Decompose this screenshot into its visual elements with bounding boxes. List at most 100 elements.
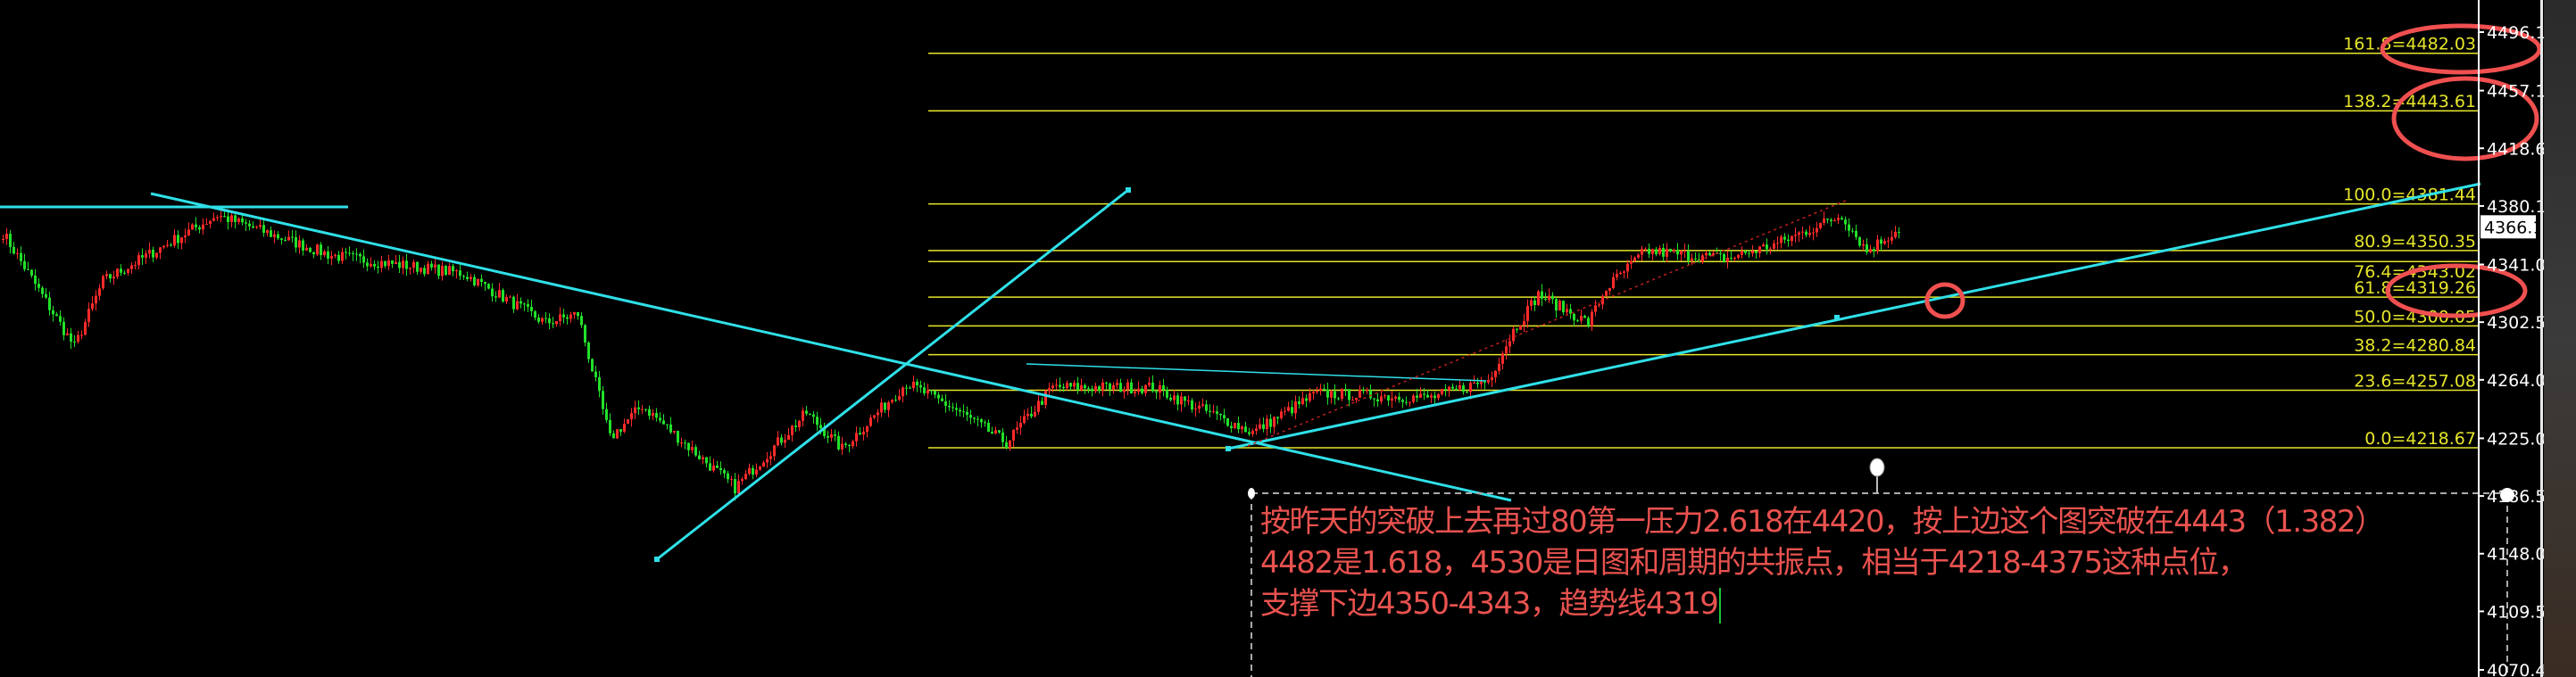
candle — [1587, 316, 1590, 328]
candle — [12, 242, 15, 255]
downtrend-line[interactable] — [150, 192, 1512, 502]
line-handle[interactable] — [654, 557, 660, 562]
line-handle[interactable] — [1226, 446, 1231, 451]
candle — [1366, 387, 1368, 394]
candle — [1626, 260, 1629, 279]
axis-tick-label: 4457.10 — [2487, 82, 2557, 102]
candle — [30, 268, 33, 278]
candle — [759, 466, 761, 471]
highlight-circles — [1924, 23, 2542, 319]
candle — [648, 405, 651, 420]
candle — [944, 393, 947, 413]
candle — [1101, 378, 1104, 397]
uptrend-support-line[interactable] — [1227, 182, 2481, 450]
candle — [1687, 244, 1690, 266]
candle — [727, 470, 729, 483]
candle — [1776, 235, 1779, 250]
candle — [827, 431, 829, 443]
candle — [959, 407, 961, 417]
candle — [591, 358, 594, 372]
candle — [1151, 375, 1154, 393]
trendlines[interactable] — [0, 182, 2481, 562]
candle — [405, 253, 408, 277]
annotation-text[interactable]: 按昨天的突破上去再过80第一压力2.618在4420，按上边这个图突破在4443… — [1260, 501, 2470, 624]
candle — [1708, 251, 1711, 257]
candle — [798, 419, 801, 432]
candle — [84, 318, 87, 335]
candle — [1869, 244, 1872, 254]
fib-level-label: 38.2=4280.84 — [2354, 336, 2476, 356]
candle — [480, 274, 483, 287]
line-handle[interactable] — [1834, 315, 1840, 320]
candle — [1266, 415, 1268, 436]
candle — [919, 380, 922, 393]
candle — [1398, 392, 1400, 403]
rising-line[interactable] — [656, 188, 1129, 561]
candle — [934, 390, 936, 399]
consolidation-top-line[interactable] — [1026, 363, 1487, 382]
candle — [1601, 293, 1604, 310]
candle — [384, 260, 386, 268]
candle — [162, 244, 165, 250]
candle — [1387, 394, 1390, 407]
candle — [730, 475, 733, 487]
candle — [1833, 218, 1836, 222]
candle — [466, 271, 469, 282]
candle — [1337, 396, 1340, 400]
candle — [887, 400, 890, 417]
candle — [1155, 389, 1158, 400]
candle — [1166, 386, 1168, 400]
candle — [1391, 391, 1393, 409]
candle — [259, 219, 262, 230]
candle — [1055, 378, 1058, 390]
candle — [1305, 394, 1308, 408]
channel-dotted-line[interactable] — [1247, 199, 1849, 447]
price-axis[interactable]: 4496.15 4457.10 4418.60 4380.10 4341.05 4302.… — [2479, 23, 2557, 677]
candle — [34, 268, 37, 291]
candle — [1694, 252, 1697, 263]
candle — [487, 283, 490, 290]
candle — [1487, 374, 1490, 385]
line-handle[interactable] — [1126, 187, 1131, 193]
candle — [780, 433, 783, 446]
candle — [234, 214, 237, 229]
candle — [437, 264, 440, 280]
candle — [5, 227, 8, 245]
candle — [1873, 246, 1875, 258]
candle — [1412, 393, 1415, 404]
candle — [23, 253, 26, 272]
candle — [1558, 299, 1561, 311]
candle — [1791, 235, 1793, 247]
candle — [994, 426, 997, 434]
candle — [1498, 357, 1500, 375]
candle — [1059, 377, 1061, 392]
candle — [852, 439, 854, 450]
fib-level-label: 23.6=4257.08 — [2354, 372, 2476, 392]
candle — [1251, 428, 1254, 437]
candle — [1616, 268, 1618, 281]
axis-tick-label: 4148.00 — [2487, 545, 2557, 565]
candle — [148, 242, 151, 259]
candle — [1619, 271, 1622, 275]
candle — [1569, 303, 1572, 319]
candle — [1523, 313, 1525, 333]
candle — [1405, 396, 1408, 406]
candle — [1591, 309, 1593, 332]
candle — [1794, 227, 1797, 243]
candle — [698, 450, 701, 460]
axis-tick-label: 4380.10 — [2487, 197, 2557, 217]
candle — [180, 236, 183, 250]
drag-handle[interactable] — [1869, 458, 1885, 477]
candle — [1009, 440, 1011, 451]
candle — [1858, 236, 1861, 248]
candle — [16, 248, 19, 260]
candle — [359, 252, 361, 264]
panel-separator[interactable] — [2540, 0, 2543, 677]
candle — [1733, 256, 1736, 262]
candle — [1005, 435, 1008, 450]
candle — [1087, 385, 1090, 393]
side-panel — [2544, 0, 2576, 677]
axis-tick-label: 4109.50 — [2487, 602, 2557, 622]
candle — [976, 416, 979, 427]
